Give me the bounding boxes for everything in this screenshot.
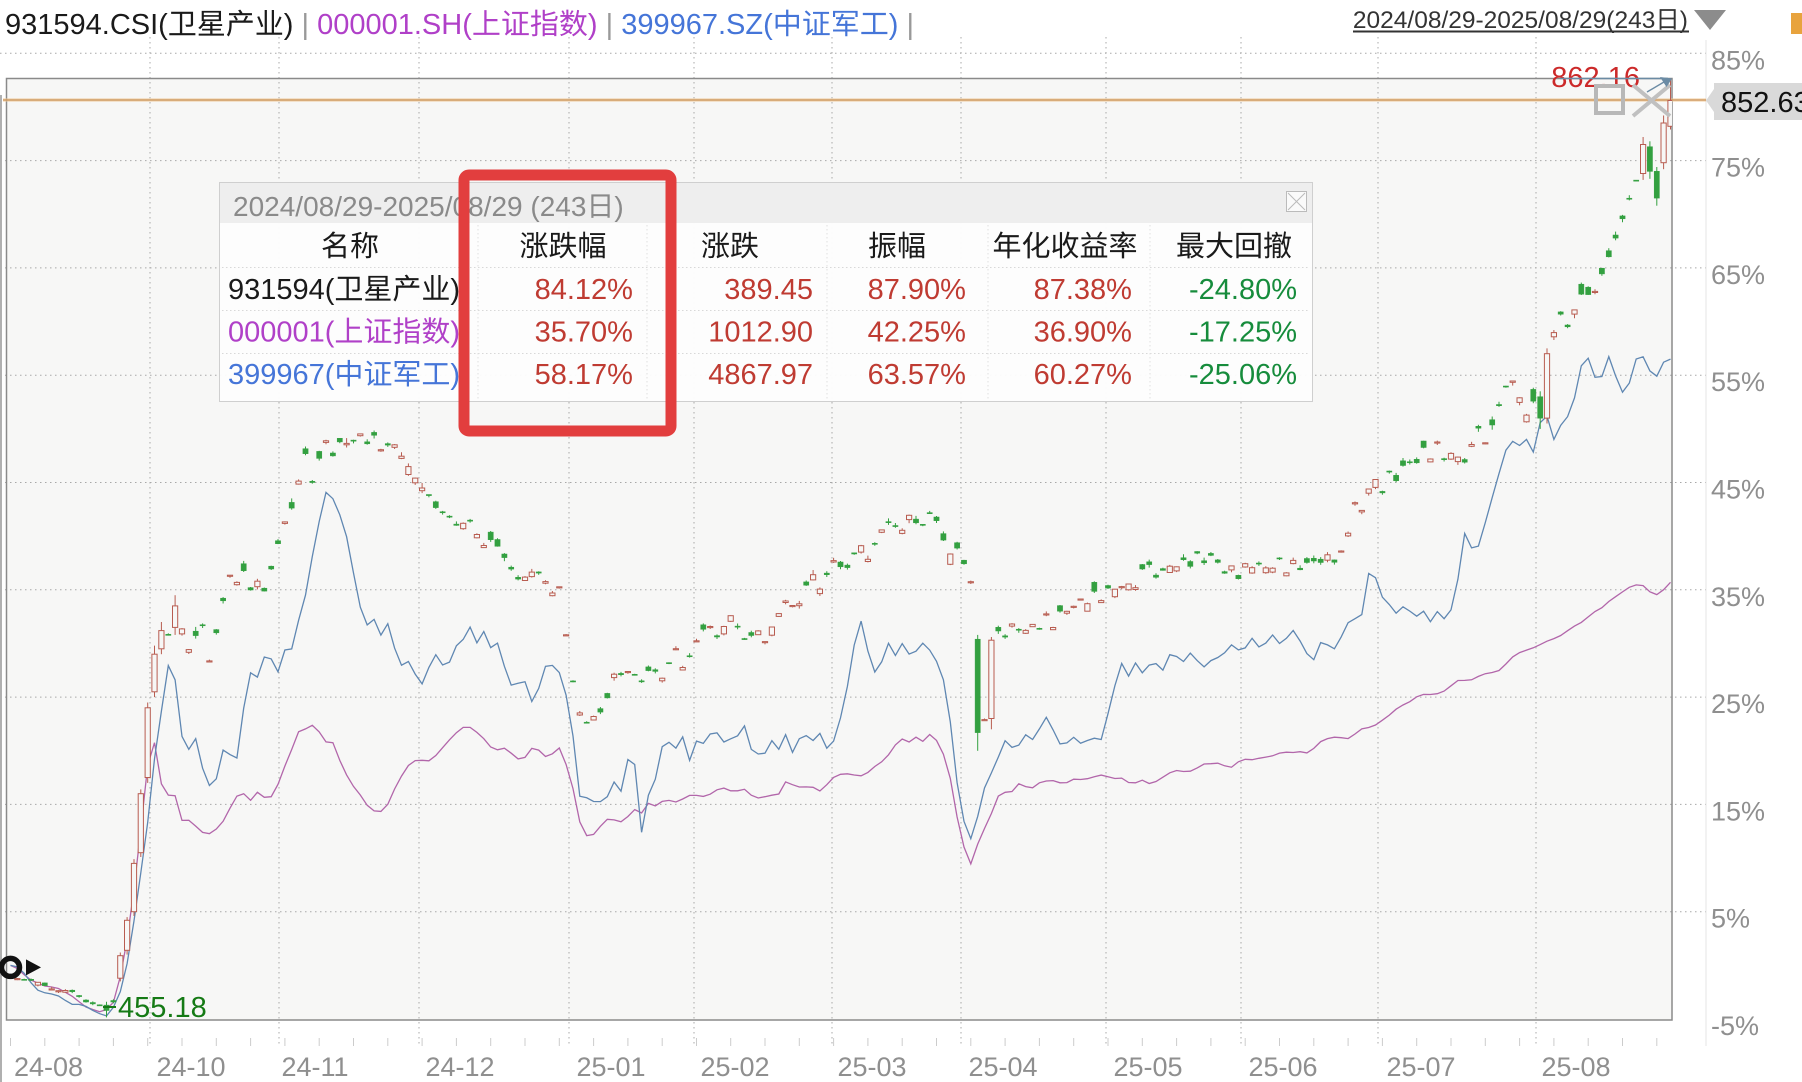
svg-text:75%: 75% (1711, 153, 1765, 183)
svg-text:35%: 35% (1711, 582, 1765, 612)
svg-text:): ) (284, 9, 294, 41)
svg-text:24-11: 24-11 (282, 1052, 349, 1082)
svg-text:58.17%: 58.17% (535, 359, 633, 391)
svg-text:2024/08/29-2025/08/29(243: 2024/08/29-2025/08/29(243 (1353, 7, 1655, 34)
svg-text:24-08: 24-08 (14, 1052, 83, 1082)
svg-text:63.57%: 63.57% (868, 359, 966, 391)
svg-text:45%: 45% (1711, 475, 1765, 505)
svg-text:1012.90: 1012.90 (708, 317, 813, 349)
svg-text:25-08: 25-08 (1542, 1052, 1611, 1082)
svg-text:25-07: 25-07 (1387, 1052, 1456, 1082)
svg-text:000001(: 000001( (228, 317, 335, 349)
svg-text:5%: 5% (1711, 904, 1750, 934)
svg-text:931594(: 931594( (228, 274, 335, 306)
svg-text:931594.CSI(: 931594.CSI( (5, 9, 168, 41)
svg-text:399967.SZ(: 399967.SZ( (621, 9, 773, 41)
svg-text:455.18: 455.18 (118, 992, 207, 1024)
svg-text:55%: 55% (1711, 367, 1765, 397)
svg-text:): ) (450, 359, 460, 391)
svg-text:852.63: 852.63 (1721, 87, 1802, 119)
svg-text:25-03: 25-03 (838, 1052, 907, 1082)
svg-text:36.90%: 36.90% (1034, 317, 1132, 349)
svg-text:85%: 85% (1711, 45, 1765, 75)
svg-text:): ) (1680, 7, 1688, 34)
svg-text:): ) (450, 317, 460, 349)
svg-text:15%: 15% (1711, 796, 1765, 826)
svg-text:-17.25%: -17.25% (1189, 317, 1297, 349)
svg-text:000001.SH(: 000001.SH( (317, 9, 472, 41)
svg-text:25-02: 25-02 (701, 1052, 770, 1082)
svg-text:84.12%: 84.12% (535, 274, 633, 306)
svg-text:24-10: 24-10 (157, 1052, 226, 1082)
svg-text:): ) (889, 9, 899, 41)
svg-text:24-12: 24-12 (426, 1052, 495, 1082)
svg-text:60.27%: 60.27% (1034, 359, 1132, 391)
svg-text:87.38%: 87.38% (1034, 274, 1132, 306)
svg-text:42.25%: 42.25% (868, 317, 966, 349)
svg-text:-5%: -5% (1711, 1011, 1759, 1041)
svg-text:): ) (450, 274, 460, 306)
svg-text:25%: 25% (1711, 689, 1765, 719)
svg-text:|: | (294, 9, 318, 41)
svg-text:87.90%: 87.90% (868, 274, 966, 306)
svg-text:-25.06%: -25.06% (1189, 359, 1297, 391)
svg-text:25-06: 25-06 (1249, 1052, 1318, 1082)
svg-text:-24.80%: -24.80% (1189, 274, 1297, 306)
svg-text:389.45: 389.45 (724, 274, 813, 306)
svg-text:25-04: 25-04 (969, 1052, 1038, 1082)
svg-text:): ) (614, 191, 623, 222)
svg-text:25-01: 25-01 (577, 1052, 646, 1082)
svg-text:65%: 65% (1711, 260, 1765, 290)
svg-text:): ) (588, 9, 598, 41)
svg-text:4867.97: 4867.97 (708, 359, 813, 391)
svg-text:|: | (598, 9, 622, 41)
svg-text:399967(: 399967( (228, 359, 335, 391)
svg-text:2024/08/29-2025/08/29 (243: 2024/08/29-2025/08/29 (243 (233, 191, 586, 222)
svg-text:|: | (898, 9, 914, 41)
svg-text:35.70%: 35.70% (535, 317, 633, 349)
svg-text:25-05: 25-05 (1114, 1052, 1183, 1082)
